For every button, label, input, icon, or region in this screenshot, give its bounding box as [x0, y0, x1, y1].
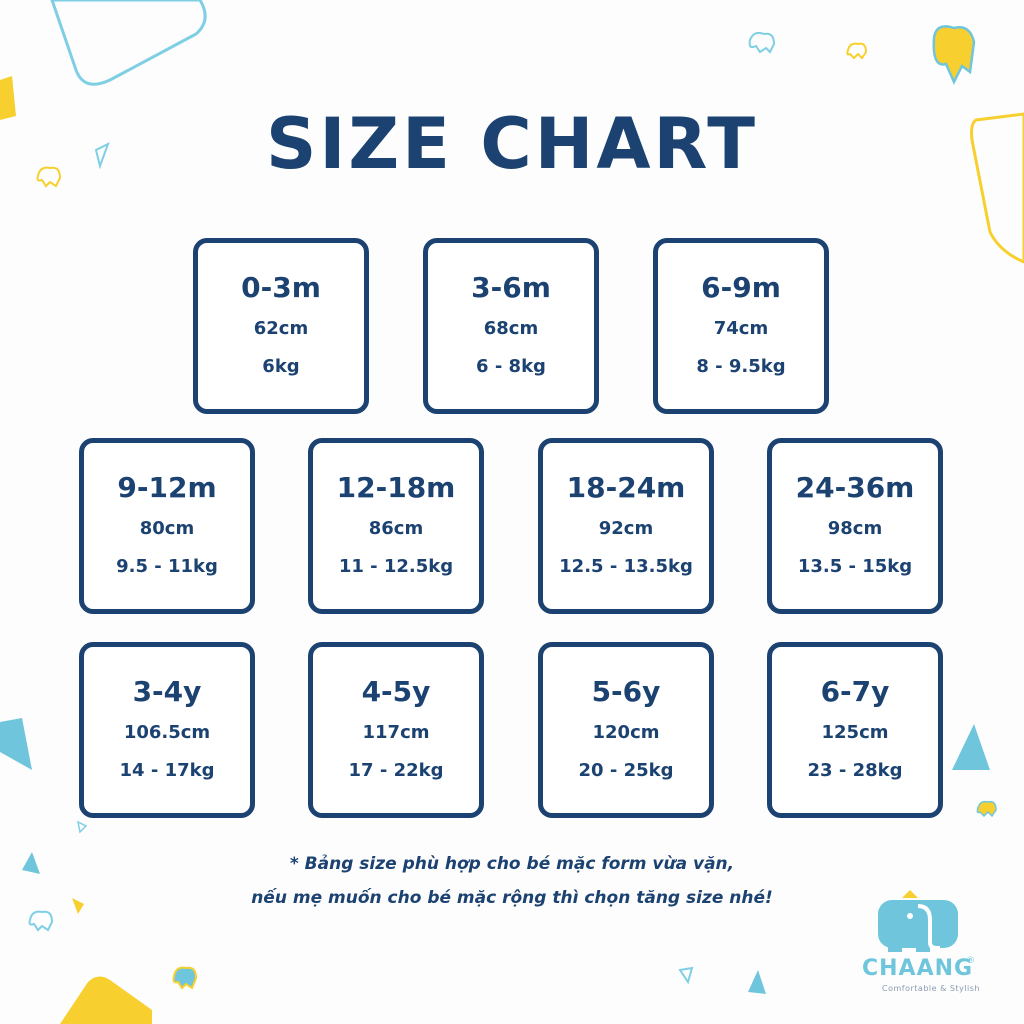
size-card: 4-5y 117cm 17 - 22kg: [308, 642, 484, 818]
elephant-icon: [172, 966, 198, 990]
outline-small-triangle-shape: [678, 966, 694, 985]
outline-triangle-shape: [50, 0, 207, 86]
size-age: 9-12m: [117, 471, 217, 504]
outline-small-triangle-shape: [94, 141, 110, 170]
yellow-triangle-shape: [60, 976, 152, 1024]
elephant-icon: [846, 42, 868, 60]
size-card: 9-12m 80cm 9.5 - 11kg: [79, 438, 255, 614]
size-height: 62cm: [253, 318, 309, 339]
elephant-icon: [36, 166, 62, 188]
elephant-icon: [748, 31, 776, 54]
size-card: 18-24m 92cm 12.5 - 13.5kg: [538, 438, 714, 614]
size-note-line-2: nếu mẹ muốn cho bé mặc rộng thì chọn tăn…: [251, 888, 773, 908]
size-age: 12-18m: [336, 471, 456, 504]
registered-mark: ®: [966, 956, 975, 966]
size-card: 0-3m 62cm 6kg: [193, 238, 369, 414]
outline-triangle-shape: [970, 112, 1024, 264]
size-height: 86cm: [368, 518, 424, 539]
size-height: 106.5cm: [123, 722, 211, 743]
size-weight: 8 - 9.5kg: [696, 356, 786, 377]
size-weight: 6 - 8kg: [476, 356, 546, 377]
size-card: 24-36m 98cm 13.5 - 15kg: [767, 438, 943, 614]
size-age: 0-3m: [241, 271, 321, 304]
size-height: 125cm: [821, 722, 889, 743]
size-card: 6-7y 125cm 23 - 28kg: [767, 642, 943, 818]
size-height: 68cm: [483, 318, 539, 339]
chaang-elephant-logo: [878, 890, 958, 952]
size-weight: 11 - 12.5kg: [338, 556, 454, 577]
elephant-icon: [976, 800, 997, 818]
size-height: 120cm: [592, 722, 660, 743]
yellow-triangle-shape: [0, 76, 16, 120]
size-height: 74cm: [713, 318, 769, 339]
size-weight: 6kg: [262, 356, 300, 377]
blue-small-triangle-shape: [22, 852, 40, 874]
size-card: 12-18m 86cm 11 - 12.5kg: [308, 438, 484, 614]
size-card: 3-4y 106.5cm 14 - 17kg: [79, 642, 255, 818]
size-weight: 13.5 - 15kg: [797, 556, 913, 577]
size-height: 98cm: [827, 518, 883, 539]
size-age: 3-6m: [471, 271, 551, 304]
size-age: 18-24m: [566, 471, 686, 504]
blue-triangle-shape: [952, 724, 990, 770]
size-weight: 14 - 17kg: [119, 760, 215, 781]
size-weight: 17 - 22kg: [348, 760, 444, 781]
outline-small-triangle-shape: [76, 820, 88, 834]
elephant-icon: [28, 910, 54, 932]
size-height: 117cm: [362, 722, 430, 743]
elephant-icon: [932, 25, 976, 85]
blue-triangle-shape: [0, 718, 32, 770]
size-card: 6-9m 74cm 8 - 9.5kg: [653, 238, 829, 414]
size-age: 24-36m: [795, 471, 915, 504]
size-height: 80cm: [139, 518, 195, 539]
size-height: 92cm: [598, 518, 654, 539]
brand-tagline: Comfortable & Stylish: [882, 984, 980, 993]
size-note-line-1: * Bảng size phù hợp cho bé mặc form vừa …: [289, 854, 735, 874]
brand-name: CHAANG: [862, 956, 974, 981]
yellow-small-triangle-shape: [72, 898, 84, 914]
size-age: 5-6y: [591, 675, 661, 708]
size-weight: 20 - 25kg: [578, 760, 674, 781]
size-weight: 23 - 28kg: [807, 760, 903, 781]
size-age: 6-7y: [820, 675, 890, 708]
size-age: 6-9m: [701, 271, 781, 304]
page-title: SIZE CHART: [265, 103, 759, 185]
size-card: 5-6y 120cm 20 - 25kg: [538, 642, 714, 818]
size-card: 3-6m 68cm 6 - 8kg: [423, 238, 599, 414]
size-weight: 9.5 - 11kg: [116, 556, 218, 577]
size-age: 3-4y: [132, 675, 202, 708]
size-age: 4-5y: [361, 675, 431, 708]
size-weight: 12.5 - 13.5kg: [559, 556, 693, 577]
blue-small-triangle-shape: [748, 970, 766, 994]
